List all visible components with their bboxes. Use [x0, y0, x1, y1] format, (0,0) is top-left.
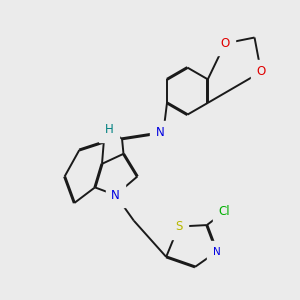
- Text: S: S: [175, 220, 182, 233]
- Text: H: H: [104, 124, 113, 136]
- Text: O: O: [220, 37, 230, 50]
- Text: O: O: [256, 65, 266, 79]
- Text: N: N: [156, 126, 165, 140]
- Text: N: N: [213, 247, 221, 256]
- Text: N: N: [111, 188, 120, 202]
- Text: Cl: Cl: [219, 205, 230, 218]
